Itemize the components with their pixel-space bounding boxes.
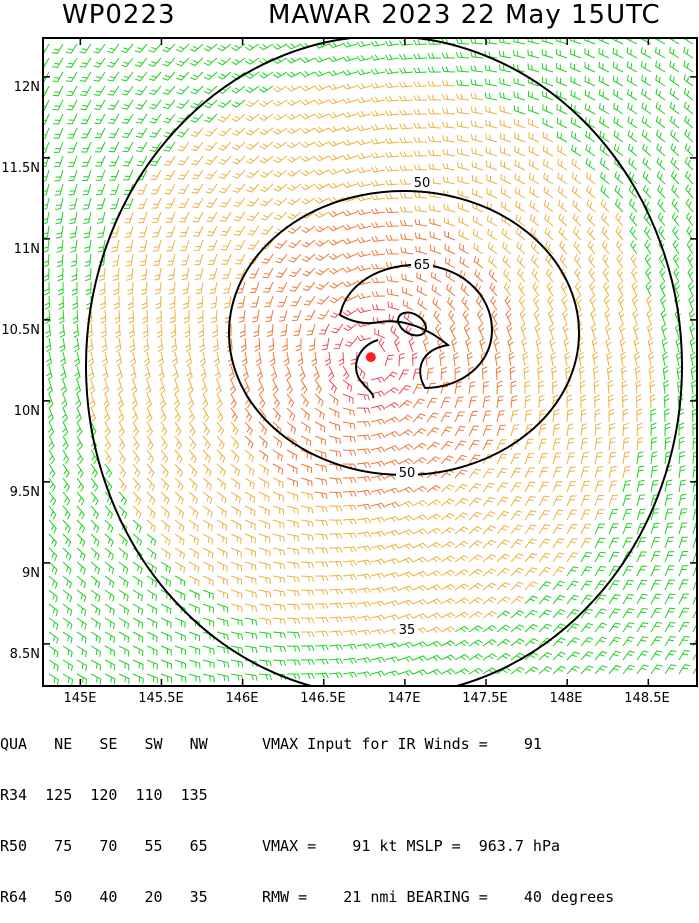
lon-tick-label: 145E (63, 691, 96, 706)
wind-radii-row: R50 75 70 55 65 (0, 837, 208, 855)
lon-tick-labels: 145E 145.5E 146E 146.5E 147E 147.5E 148E… (63, 691, 669, 706)
wind-radii-row: R34 125 120 110 135 (0, 786, 208, 804)
lon-tick-label: 145.5E (138, 691, 183, 706)
lat-tick-label: 11N (14, 242, 40, 257)
contour-inner-max (397, 311, 427, 337)
contour-35kt (85, 38, 683, 686)
wind-barbs-high (224, 207, 518, 510)
lon-tick-label: 146E (225, 691, 258, 706)
lat-tick-label: 12N (14, 80, 40, 95)
vmax-mslp-line: VMAX = 91 kt MSLP = 963.7 hPa (262, 837, 561, 855)
lat-tick-label: 8.5N (10, 647, 40, 662)
storm-name-date-title: MAWAR 2023 22 May 15UTC (268, 0, 661, 30)
map-frame (42, 37, 698, 687)
lat-tick-labels: 12N 11.5N 11N 10.5N 10N 9.5N 9N 8.5N (1, 80, 40, 662)
lon-tick-label: 146.5E (300, 691, 345, 706)
wind-radii-table: QUA NE SE SW NW R34 125 120 110 135 R50 … (0, 702, 208, 923)
wind-radii-header-row: QUA NE SE SW NW (0, 735, 208, 753)
contour-label-35: 35 (399, 623, 416, 638)
contour-label-50-bottom: 50 (399, 466, 416, 481)
wind-radii-row: R64 50 40 20 35 (0, 888, 208, 906)
lon-tick-label: 147.5E (462, 691, 507, 706)
intensity-info: VMAX Input for IR Winds = 91 VMAX = 91 k… (262, 702, 614, 923)
wind-barbs-mid (86, 80, 656, 638)
rmw-bearing-line: RMW = 21 nmi BEARING = 40 degrees (262, 888, 615, 906)
contour-label-65: 65 (414, 258, 431, 273)
contour-65kt (338, 263, 494, 390)
contour-eye (355, 339, 379, 399)
wind-barb-field (43, 38, 697, 686)
lon-tick-label: 148E (549, 691, 582, 706)
storm-id-title: WP0223 (62, 0, 176, 30)
lat-tick-label: 10.5N (1, 323, 40, 338)
vmax-input-line: VMAX Input for IR Winds = 91 (262, 735, 542, 753)
lon-tick-label: 148.5E (624, 691, 669, 706)
lat-tick-label: 9N (22, 566, 40, 581)
wind-field-map: 12N 11.5N 11N 10.5N 10N 9.5N 9N 8.5N 145… (1, 37, 698, 706)
wind-barbs-max (319, 301, 422, 414)
lat-tick-label: 10N (14, 404, 40, 419)
lat-tick-label: 11.5N (1, 161, 40, 176)
contour-labels: 50 65 50 35 (396, 174, 433, 638)
contour-label-50-top: 50 (414, 176, 431, 191)
lon-tick-label: 147E (387, 691, 420, 706)
storm-center-marker (365, 352, 376, 363)
lat-tick-label: 9.5N (10, 485, 40, 500)
